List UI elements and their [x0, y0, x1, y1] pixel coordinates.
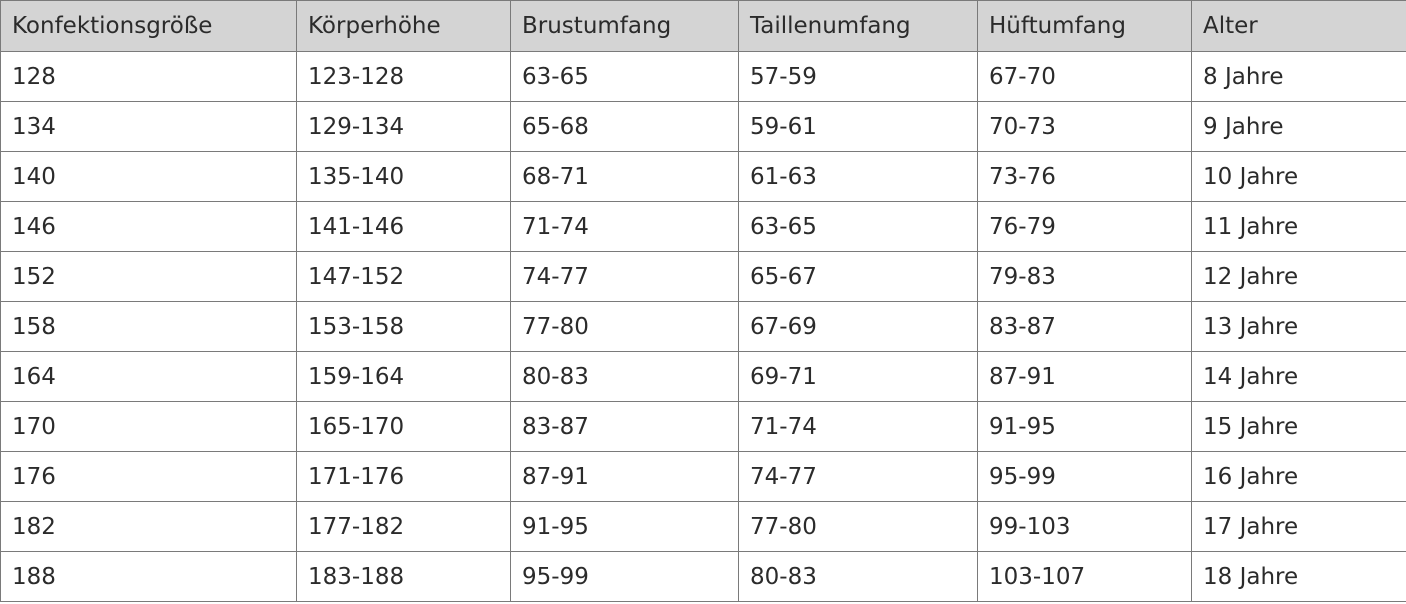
table-cell: 87-91 [977, 351, 1192, 402]
table-row: 188 183-188 95-99 80-83 103-107 18 Jahre [0, 551, 1406, 602]
table-cell: 141-146 [296, 201, 511, 252]
table-cell: 165-170 [296, 401, 511, 452]
table-cell: 63-65 [738, 201, 978, 252]
table-cell: 153-158 [296, 301, 511, 352]
table-cell: 71-74 [738, 401, 978, 452]
table-cell: 140 [0, 151, 297, 202]
table-cell: 12 Jahre [1191, 251, 1406, 302]
table-cell: 103-107 [977, 551, 1192, 602]
table-cell: 67-70 [977, 51, 1192, 102]
table-cell: 171-176 [296, 451, 511, 502]
table-row: 182 177-182 91-95 77-80 99-103 17 Jahre [0, 501, 1406, 552]
table-cell: 79-83 [977, 251, 1192, 302]
table-cell: 9 Jahre [1191, 101, 1406, 152]
table-cell: 99-103 [977, 501, 1192, 552]
table-cell: 67-69 [738, 301, 978, 352]
table-cell: 73-76 [977, 151, 1192, 202]
table-cell: 159-164 [296, 351, 511, 402]
table-row: 146 141-146 71-74 63-65 76-79 11 Jahre [0, 201, 1406, 252]
table-cell: 15 Jahre [1191, 401, 1406, 452]
table-cell: 61-63 [738, 151, 978, 202]
table-cell: 77-80 [510, 301, 739, 352]
table-row: 164 159-164 80-83 69-71 87-91 14 Jahre [0, 351, 1406, 402]
table-cell: 65-67 [738, 251, 978, 302]
table-cell: 63-65 [510, 51, 739, 102]
table-cell: 128 [0, 51, 297, 102]
table-cell: 176 [0, 451, 297, 502]
table-cell: 146 [0, 201, 297, 252]
table-cell: 80-83 [510, 351, 739, 402]
table-cell: 77-80 [738, 501, 978, 552]
table-cell: 17 Jahre [1191, 501, 1406, 552]
table-cell: 80-83 [738, 551, 978, 602]
column-header: Taillenumfang [738, 0, 978, 52]
table-row: 170 165-170 83-87 71-74 91-95 15 Jahre [0, 401, 1406, 452]
table-cell: 164 [0, 351, 297, 402]
table-cell: 123-128 [296, 51, 511, 102]
table-cell: 170 [0, 401, 297, 452]
table-cell: 13 Jahre [1191, 301, 1406, 352]
table-cell: 18 Jahre [1191, 551, 1406, 602]
table-cell: 95-99 [977, 451, 1192, 502]
table-cell: 158 [0, 301, 297, 352]
table-cell: 59-61 [738, 101, 978, 152]
table-cell: 10 Jahre [1191, 151, 1406, 202]
table-cell: 91-95 [510, 501, 739, 552]
table-row: 140 135-140 68-71 61-63 73-76 10 Jahre [0, 151, 1406, 202]
table-cell: 74-77 [738, 451, 978, 502]
table-row: 134 129-134 65-68 59-61 70-73 9 Jahre [0, 101, 1406, 152]
column-header: Hüftumfang [977, 0, 1192, 52]
column-header: Körperhöhe [296, 0, 511, 52]
column-header: Brustumfang [510, 0, 739, 52]
table-cell: 14 Jahre [1191, 351, 1406, 402]
table-cell: 68-71 [510, 151, 739, 202]
table-cell: 71-74 [510, 201, 739, 252]
table-cell: 11 Jahre [1191, 201, 1406, 252]
table-cell: 182 [0, 501, 297, 552]
table-cell: 129-134 [296, 101, 511, 152]
table-cell: 134 [0, 101, 297, 152]
table-cell: 135-140 [296, 151, 511, 202]
table-cell: 70-73 [977, 101, 1192, 152]
table-cell: 183-188 [296, 551, 511, 602]
table-cell: 8 Jahre [1191, 51, 1406, 102]
table-cell: 65-68 [510, 101, 739, 152]
table-cell: 69-71 [738, 351, 978, 402]
table-row: 152 147-152 74-77 65-67 79-83 12 Jahre [0, 251, 1406, 302]
header-row: Konfektionsgröße Körperhöhe Brustumfang Tai… [0, 0, 1406, 52]
table-row: 128 123-128 63-65 57-59 67-70 8 Jahre [0, 51, 1406, 102]
table-cell: 147-152 [296, 251, 511, 302]
table-cell: 188 [0, 551, 297, 602]
table-cell: 152 [0, 251, 297, 302]
table-cell: 177-182 [296, 501, 511, 552]
table-cell: 91-95 [977, 401, 1192, 452]
table-cell: 83-87 [510, 401, 739, 452]
table-cell: 76-79 [977, 201, 1192, 252]
table-cell: 87-91 [510, 451, 739, 502]
table-cell: 16 Jahre [1191, 451, 1406, 502]
table-row: 158 153-158 77-80 67-69 83-87 13 Jahre [0, 301, 1406, 352]
column-header: Konfektionsgröße [0, 0, 297, 52]
table-row: 176 171-176 87-91 74-77 95-99 16 Jahre [0, 451, 1406, 502]
table-cell: 57-59 [738, 51, 978, 102]
table-cell: 95-99 [510, 551, 739, 602]
column-header: Alter [1191, 0, 1406, 52]
table-cell: 74-77 [510, 251, 739, 302]
table-cell: 83-87 [977, 301, 1192, 352]
